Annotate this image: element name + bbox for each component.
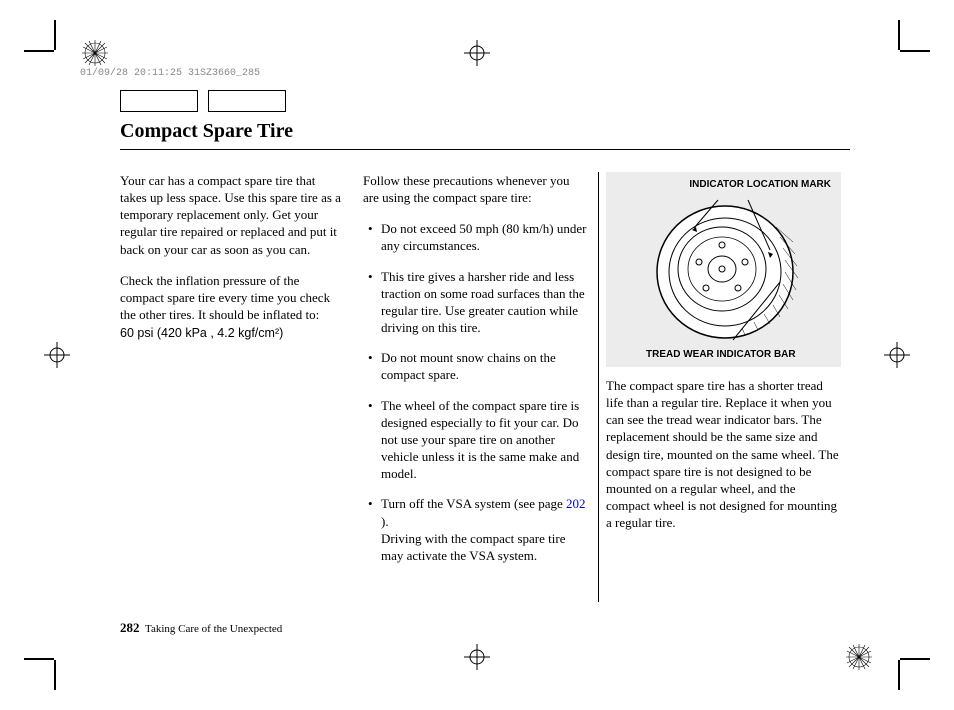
column-divider [598, 172, 599, 602]
figure-label-bottom: TREAD WEAR INDICATOR BAR [646, 348, 796, 361]
crop-mark [898, 660, 900, 690]
crop-mark [54, 20, 56, 50]
list-text: Driving with the compact spare tire may … [381, 531, 565, 563]
crop-mark [898, 20, 900, 50]
column-1: Your car has a compact spare tire that t… [120, 172, 345, 577]
list-item: Do not mount snow chains on the compact … [371, 349, 588, 383]
cross-target [44, 342, 70, 368]
column-3: INDICATOR LOCATION MARK [606, 172, 841, 577]
list-item: This tire gives a harsher ride and less … [371, 268, 588, 337]
cross-target [464, 644, 490, 670]
header-boxes [120, 90, 850, 112]
page-content: Compact Spare Tire Your car has a compac… [120, 90, 850, 577]
registration-mark [844, 642, 874, 672]
header-box [208, 90, 286, 112]
page-link[interactable]: 202 [566, 496, 586, 511]
crop-mark [900, 658, 930, 660]
tire-illustration [648, 192, 803, 347]
crop-mark [900, 50, 930, 52]
column-2: Follow these precautions whenever you ar… [363, 172, 588, 577]
figure-label-top: INDICATOR LOCATION MARK [689, 178, 831, 191]
precautions-list: Do not exceed 50 mph (80 km/h) under any… [363, 220, 588, 564]
crop-mark [54, 660, 56, 690]
body-paragraph: Follow these precautions whenever you ar… [363, 172, 588, 206]
page-number: 282 [120, 620, 140, 635]
header-box [120, 90, 198, 112]
list-item: The wheel of the compact spare tire is d… [371, 397, 588, 483]
body-paragraph: The compact spare tire has a shorter tre… [606, 377, 841, 531]
body-paragraph: Your car has a compact spare tire that t… [120, 172, 345, 258]
body-paragraph: Check the inflation pressure of the comp… [120, 272, 345, 323]
page-footer: 282 Taking Care of the Unexpected [120, 620, 282, 636]
inflation-spec: 60 psi (420 kPa , 4.2 kgf/cm²) [120, 325, 345, 342]
list-item: Do not exceed 50 mph (80 km/h) under any… [371, 220, 588, 254]
cross-target [464, 40, 490, 66]
list-text: ). [381, 514, 389, 529]
tire-figure: INDICATOR LOCATION MARK [606, 172, 841, 367]
page-title: Compact Spare Tire [120, 120, 850, 150]
list-text: Turn off the VSA system (see page [381, 496, 566, 511]
crop-mark [24, 50, 54, 52]
registration-mark [80, 38, 110, 68]
chapter-title: Taking Care of the Unexpected [145, 623, 282, 635]
cross-target [884, 342, 910, 368]
timestamp-text: 01/09/28 20:11:25 31SZ3660_285 [80, 68, 260, 79]
crop-mark [24, 658, 54, 660]
list-item: Turn off the VSA system (see page 202 ).… [371, 495, 588, 564]
